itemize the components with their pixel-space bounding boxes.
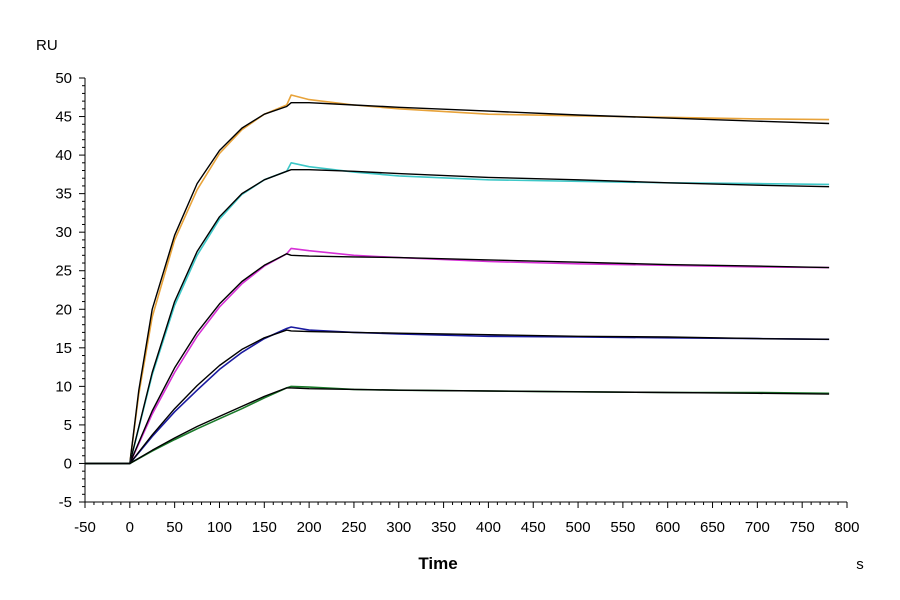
y-tick-label: 50 bbox=[55, 70, 72, 87]
y-tick-label: 40 bbox=[55, 147, 72, 164]
y-tick-label: 15 bbox=[55, 340, 72, 357]
x-tick-label: 450 bbox=[521, 519, 546, 536]
data-line-8 bbox=[85, 385, 830, 465]
y-tick-label: 5 bbox=[64, 417, 72, 434]
x-tick-label: 100 bbox=[207, 519, 232, 536]
y-tick-label: 20 bbox=[55, 301, 72, 318]
x-tick-label: 200 bbox=[297, 519, 322, 536]
x-tick-label: 350 bbox=[431, 519, 456, 536]
x-tick-label: 750 bbox=[790, 519, 815, 536]
fit-line-9 bbox=[85, 387, 830, 465]
data-line-4 bbox=[85, 247, 830, 465]
x-tick-label: 400 bbox=[476, 519, 501, 536]
x-axis-unit: s bbox=[856, 556, 864, 573]
axes bbox=[84, 78, 847, 503]
x-tick-label: 550 bbox=[610, 519, 635, 536]
x-tick-label: 0 bbox=[126, 519, 134, 536]
fit-line-5 bbox=[85, 253, 830, 465]
x-tick-label: 600 bbox=[655, 519, 680, 536]
y-tick-label: 35 bbox=[55, 186, 72, 203]
x-tick-label: 800 bbox=[834, 519, 859, 536]
data-line-2 bbox=[85, 162, 830, 465]
data-line-0 bbox=[85, 94, 830, 465]
y-axis-label: RU bbox=[36, 37, 58, 54]
y-tick-label: 30 bbox=[55, 224, 72, 241]
data-line-6 bbox=[85, 326, 830, 465]
y-tick-label: -5 bbox=[59, 494, 72, 511]
x-tick-label: 650 bbox=[700, 519, 725, 536]
x-tick-label: 300 bbox=[386, 519, 411, 536]
y-tick-label: 10 bbox=[55, 378, 72, 395]
x-axis-title: Time bbox=[418, 554, 457, 573]
fit-line-1 bbox=[85, 101, 830, 465]
x-tick-label: -50 bbox=[74, 519, 96, 536]
fit-line-3 bbox=[85, 168, 830, 465]
y-tick-label: 0 bbox=[64, 455, 72, 472]
series-group bbox=[85, 94, 830, 465]
y-tick-label: 45 bbox=[55, 109, 72, 126]
x-tick-label: 50 bbox=[166, 519, 183, 536]
fit-line-7 bbox=[85, 329, 830, 465]
x-tick-label: 250 bbox=[341, 519, 366, 536]
x-tick-label: 700 bbox=[745, 519, 770, 536]
y-tick-label: 25 bbox=[55, 263, 72, 280]
x-tick-label: 150 bbox=[252, 519, 277, 536]
x-tick-label: 500 bbox=[566, 519, 591, 536]
